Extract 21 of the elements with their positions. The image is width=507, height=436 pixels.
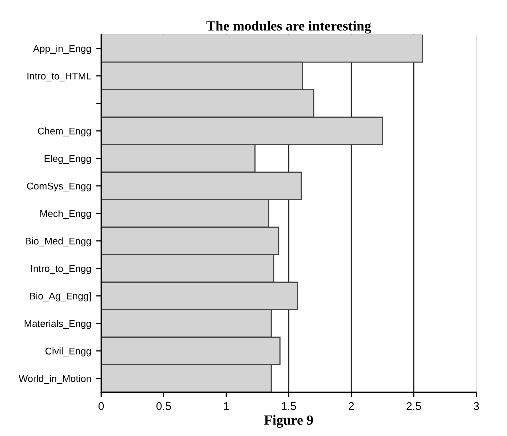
y-tick-label: World_in_Motion [18,375,92,384]
x-tick-label: 0.5 [156,402,172,410]
x-tick-label: 0 [98,402,104,410]
x-tick-label: 3 [474,402,480,410]
y-tick-label: ComSys_Engg [27,182,92,192]
x-tick-label: 2.5 [406,402,422,410]
x-tick-label: 1 [224,402,230,410]
y-tick-label: App_in_Engg [33,45,92,54]
y-tick-label: Chem_Engg [38,128,92,137]
y-tick-label: Intro_to_Engg [32,265,92,274]
y-tick-label: Intro_to_HTML [28,72,92,82]
y-tick-label: Civil_Engg [46,348,92,357]
x-tick-label: 1.5 [282,402,296,410]
y-tick-label: Mech_Engg [40,210,92,220]
chart-title: The modules are interesting [206,21,372,34]
y-tick-label: Materials_Engg [24,320,92,330]
x-tick-label: 2 [348,402,354,410]
y-tick-label: Bio_Med_Engg [26,238,92,247]
x-axis-title: Figure 9 [264,415,314,428]
y-tick-label: Bio_Ag_Engg] [30,292,91,302]
y-tick-label: Eleg_Engg [44,155,92,164]
